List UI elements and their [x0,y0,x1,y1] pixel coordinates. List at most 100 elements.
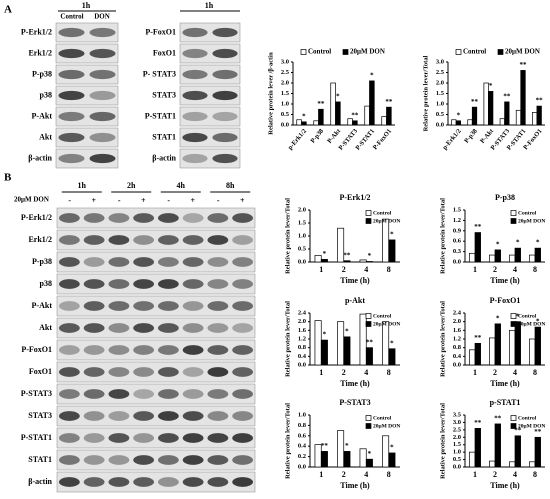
y-tick-label: 2.4 [298,309,307,316]
blot-band [58,301,80,311]
bar [337,430,345,468]
bar [494,249,501,263]
blot-strip [56,317,256,339]
blot-band [207,477,229,487]
significance: * [390,339,394,347]
y-tick-label: 3.0 [453,419,461,426]
blot-band [58,433,80,443]
bar [504,101,510,126]
blot-sign: - [118,196,121,205]
blot-band [58,235,80,245]
blot-band [108,389,130,399]
significance: ** [366,338,374,346]
y-tick-label: 2.0 [436,79,444,86]
x-tick-label: 8 [387,470,391,479]
y-tick-label: 0.4 [298,443,307,450]
blot-band [58,111,85,122]
blot-sign: + [240,196,245,205]
blot-band [58,48,85,59]
legend-swatch [365,423,372,429]
x-tick-label: 1 [319,368,323,377]
blot-strip [179,43,241,64]
legend-swatch [510,321,517,327]
blot-band [182,455,204,465]
blot-band [83,235,105,245]
blot-band [207,345,229,355]
bar [365,458,373,468]
blot-band [108,279,130,289]
y-tick-label: 0.0 [436,121,444,128]
blot-row-label: β-actin [28,153,52,162]
legend-label: Control [373,313,392,319]
bar [489,254,496,263]
legend-label: 20μM DON [373,423,400,429]
legend-swatch [510,423,517,429]
blot-band [232,389,254,399]
blot-row-label: P-Erk1/2 [21,27,52,36]
blot-band [108,433,130,443]
significance: * [323,250,327,258]
blot-band [133,235,155,245]
bar [471,106,478,126]
y-tick-label: 1.2 [298,335,306,342]
y-tick-label: 2.5 [453,426,462,433]
x-tick-label: 2 [342,368,346,377]
blot-band [83,455,105,465]
x-axis-label: Time (h) [490,481,520,490]
blot-band [207,235,229,245]
blot-band [133,367,155,377]
bar [515,109,522,126]
blot-band [232,323,254,333]
x-tick-label: 1 [473,368,477,377]
blot-row-label: P- STAT3 [143,69,176,78]
legend-swatch [365,321,372,327]
legend-swatch [365,313,372,319]
blot-band [182,345,204,355]
blot-band [58,455,80,465]
y-tick-label: 0.0 [298,463,306,470]
blot-row-label: p38 [40,90,52,99]
blot-band [108,411,130,421]
chart-title: P-Erk1/2 [339,193,370,202]
bar [494,423,501,468]
blot-band [157,477,179,487]
blot-band [157,345,179,355]
bar [359,448,367,468]
blot-band [207,279,229,289]
blot-band [182,132,208,143]
blot-row-label: P-p38 [32,257,52,266]
significance: ** [514,426,522,434]
blot-row-label: STAT1 [152,132,176,141]
bar [489,460,496,468]
bar [529,461,536,468]
bar [343,260,351,263]
blot-strip [55,43,119,64]
x-tick-label: 2 [493,470,497,479]
blot-band [207,389,229,399]
bar [509,461,516,468]
blot-band [232,301,254,311]
y-tick-label: 0.2 [298,453,306,460]
chart-title: p-Akt [345,296,365,305]
y-tick-label: 1.5 [281,90,290,97]
x-tick-label: 2 [493,368,497,377]
significance: ** [471,98,479,106]
legend-label: Control [463,48,486,56]
bar [359,313,367,366]
x-tick-label: 1 [319,265,323,274]
bar [314,320,322,366]
x-tick-label: 4 [513,265,517,274]
blot-band [133,389,155,399]
blot-band [182,367,204,377]
blot-band [232,279,254,289]
blot-band [232,433,254,443]
blot-strip [56,427,256,449]
legend-label: Control [518,415,537,421]
blot-band [157,433,179,443]
legend-label: Control [373,415,392,421]
significance: * [496,240,500,248]
blot-band [182,48,208,59]
legend-swatch [510,218,517,224]
blot-time: 1h [82,1,91,10]
blot-band [182,153,208,164]
